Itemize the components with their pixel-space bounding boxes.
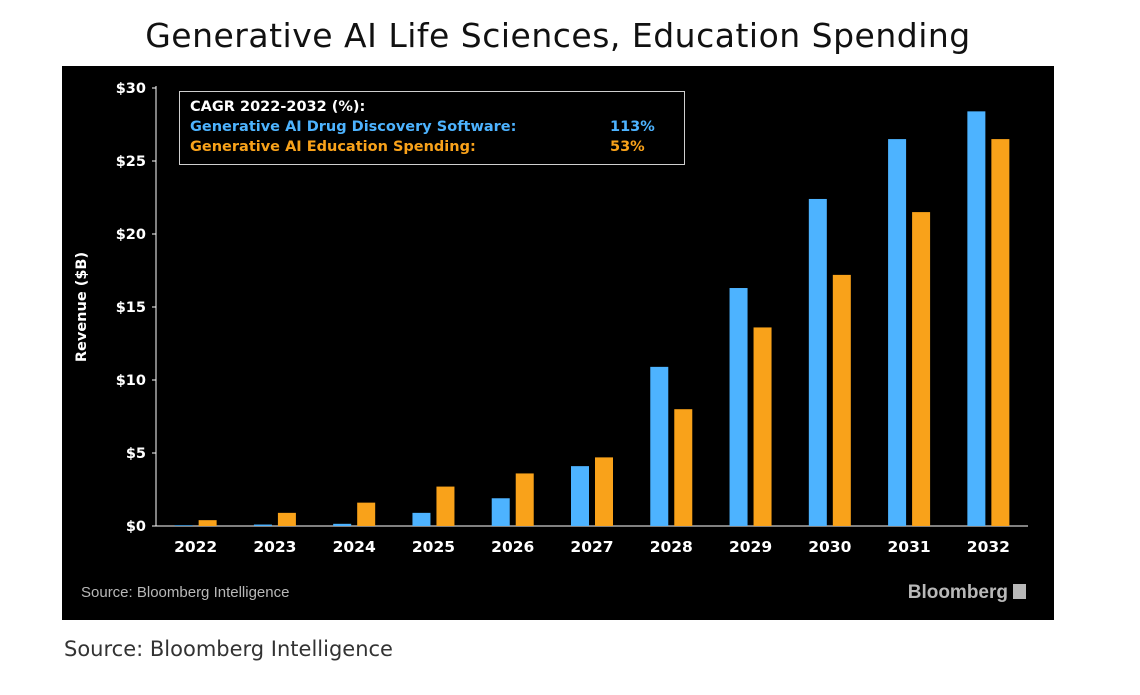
legend-label: Generative AI Education Spending: [190, 139, 476, 155]
x-tick-label: 2023 [253, 538, 296, 556]
terminal-icon [1013, 584, 1026, 599]
legend-box: CAGR 2022-2032 (%): Generative AI Drug D… [179, 91, 685, 165]
x-tick-label: 2028 [650, 538, 693, 556]
x-tick-label: 2026 [491, 538, 534, 556]
bar-drug-discovery-2027 [571, 466, 589, 526]
bar-drug-discovery-2023 [253, 524, 272, 526]
bar-education-2026 [515, 473, 534, 526]
bar-drug-discovery-2032 [967, 111, 986, 527]
bar-education-2024 [357, 502, 376, 526]
bar-education-2023 [277, 512, 296, 526]
x-tick-label: 2022 [174, 538, 217, 556]
bar-drug-discovery-2028 [650, 366, 669, 526]
legend-value: 53% [610, 139, 645, 155]
bar-education-2030 [832, 274, 851, 526]
bar-education-2022 [198, 520, 217, 526]
bar-education-2032 [991, 139, 1010, 526]
bar-education-2029 [753, 327, 772, 526]
brand-logo: Bloomberg [908, 582, 1026, 604]
source-caption: Source: Bloomberg Intelligence [64, 637, 393, 661]
y-tick-label: $10 [116, 373, 146, 389]
chart-source-note: Source: Bloomberg Intelligence [81, 584, 290, 601]
y-tick-label: $25 [116, 154, 146, 170]
bar-drug-discovery-2022 [174, 525, 193, 526]
bar-education-2028 [674, 409, 693, 526]
legend-title: CAGR 2022-2032 (%): [190, 99, 366, 115]
bar-education-2027 [595, 457, 613, 526]
page-title: Generative AI Life Sciences, Education S… [145, 16, 971, 55]
bar-education-2031 [912, 212, 931, 526]
bar-drug-discovery-2025 [412, 512, 431, 526]
bar-drug-discovery-2024 [333, 523, 352, 526]
x-tick-label: 2030 [808, 538, 851, 556]
bar-education-2025 [436, 486, 455, 526]
y-tick-label: $15 [116, 300, 146, 316]
brand-name: Bloomberg [907, 582, 1008, 603]
y-tick-label: $5 [126, 446, 146, 462]
x-tick-label: 2029 [729, 538, 772, 556]
chart-panel: $0 $5 $10 $15 $20 $25 $30 Revenue ($B) 2022 2023 2… [62, 66, 1054, 620]
bar-chart: $0 $5 $10 $15 $20 $25 $30 Revenue ($B) 2022 2023 2… [74, 81, 1028, 556]
y-tick-label: $0 [126, 519, 146, 535]
bar-drug-discovery-2029 [729, 288, 748, 526]
x-tick-label: 2031 [888, 538, 931, 556]
legend-entry-drug-discovery: Generative AI Drug Discovery Software: 1… [190, 117, 674, 137]
bar-drug-discovery-2031 [888, 139, 907, 526]
x-tick-label: 2027 [570, 538, 613, 556]
y-tick-label: $20 [116, 227, 146, 243]
x-tick-label: 2032 [967, 538, 1010, 556]
legend-entry-education: Generative AI Education Spending: 53% [190, 137, 674, 157]
x-tick-label: 2025 [412, 538, 455, 556]
bar-drug-discovery-2030 [808, 198, 827, 526]
y-tick-label: $30 [116, 81, 146, 97]
legend-label: Generative AI Drug Discovery Software: [190, 119, 517, 135]
bar-drug-discovery-2026 [491, 498, 510, 526]
y-axis-title: Revenue ($B) [74, 252, 90, 362]
legend-value: 113% [610, 119, 655, 135]
x-tick-label: 2024 [333, 538, 376, 556]
